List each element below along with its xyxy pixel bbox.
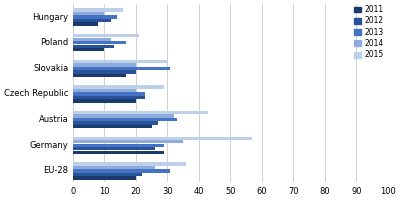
Bar	[73, 22, 98, 26]
Bar	[73, 63, 136, 67]
Bar	[73, 8, 123, 12]
Bar	[73, 45, 114, 48]
Bar	[73, 114, 174, 118]
Bar	[73, 162, 186, 166]
Bar	[73, 125, 152, 128]
Bar	[73, 85, 164, 89]
Bar	[73, 140, 183, 143]
Bar	[73, 166, 155, 169]
Bar	[73, 70, 136, 74]
Bar	[73, 74, 126, 77]
Bar	[73, 19, 110, 22]
Bar	[73, 96, 145, 99]
Bar	[73, 144, 164, 147]
Bar	[73, 118, 177, 121]
Bar	[73, 111, 208, 114]
Bar	[73, 151, 164, 154]
Bar	[73, 60, 167, 63]
Bar	[73, 99, 136, 103]
Bar	[73, 169, 170, 173]
Bar	[73, 147, 155, 150]
Bar	[73, 173, 142, 176]
Bar	[73, 92, 145, 96]
Bar	[73, 34, 139, 37]
Bar	[73, 176, 136, 180]
Bar	[73, 121, 158, 125]
Bar	[73, 38, 110, 41]
Bar	[73, 41, 126, 44]
Bar	[73, 89, 136, 92]
Bar	[73, 15, 117, 19]
Bar	[73, 137, 252, 140]
Bar	[73, 12, 104, 15]
Bar	[73, 67, 170, 70]
Bar	[73, 48, 104, 51]
Legend: 2011, 2012, 2013, 2014, 2015: 2011, 2012, 2013, 2014, 2015	[354, 4, 384, 60]
